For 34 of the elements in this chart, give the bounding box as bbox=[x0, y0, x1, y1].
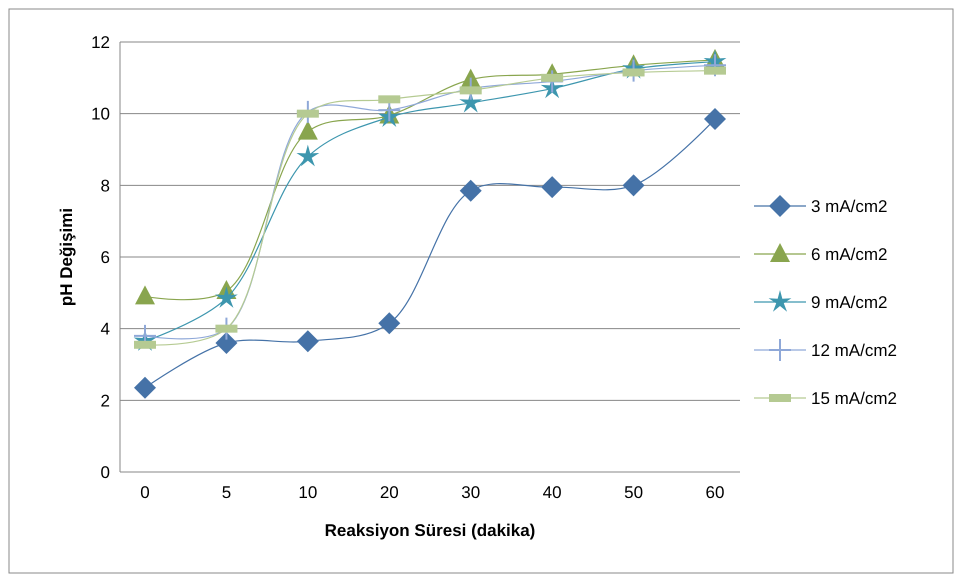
point bbox=[460, 180, 482, 202]
point bbox=[541, 176, 564, 198]
y-tick-label: 4 bbox=[100, 320, 110, 339]
x-tick-label: 5 bbox=[222, 483, 232, 502]
point bbox=[134, 376, 156, 399]
legend-label: 12 mA/cm2 bbox=[811, 340, 897, 360]
y-axis-title: pH Değişimi bbox=[57, 208, 76, 306]
y-tick-label: 12 bbox=[91, 32, 110, 52]
x-tick-label: 50 bbox=[624, 483, 644, 502]
point bbox=[704, 108, 726, 130]
legend-label: 6 mA/cm2 bbox=[811, 244, 888, 264]
point bbox=[622, 174, 645, 196]
legend-label: 9 mA/cm2 bbox=[811, 292, 888, 312]
y-tick-label: 6 bbox=[100, 248, 110, 267]
point bbox=[135, 285, 155, 304]
x-tick-label: 20 bbox=[380, 483, 399, 502]
y-tick-label: 0 bbox=[100, 462, 110, 482]
legend-label: 15 mA/cm2 bbox=[811, 388, 897, 408]
y-tick-label: 10 bbox=[91, 104, 110, 124]
point bbox=[215, 332, 238, 354]
y-tick-label: 2 bbox=[100, 391, 110, 410]
x-tick-label: 0 bbox=[140, 483, 150, 502]
x-tick-label: 60 bbox=[706, 483, 724, 502]
point bbox=[215, 286, 238, 308]
point bbox=[298, 120, 318, 140]
point bbox=[296, 330, 319, 352]
point bbox=[378, 312, 400, 334]
x-tick-label: 10 bbox=[298, 483, 318, 502]
point bbox=[296, 144, 320, 166]
legend-label: 3 mA/cm2 bbox=[811, 196, 888, 216]
x-axis-title: Reaksiyon Süresi (dakika) bbox=[324, 521, 536, 540]
x-tick-label: 40 bbox=[542, 483, 562, 502]
y-tick-label: 8 bbox=[100, 176, 110, 196]
x-tick-label: 30 bbox=[461, 483, 480, 502]
